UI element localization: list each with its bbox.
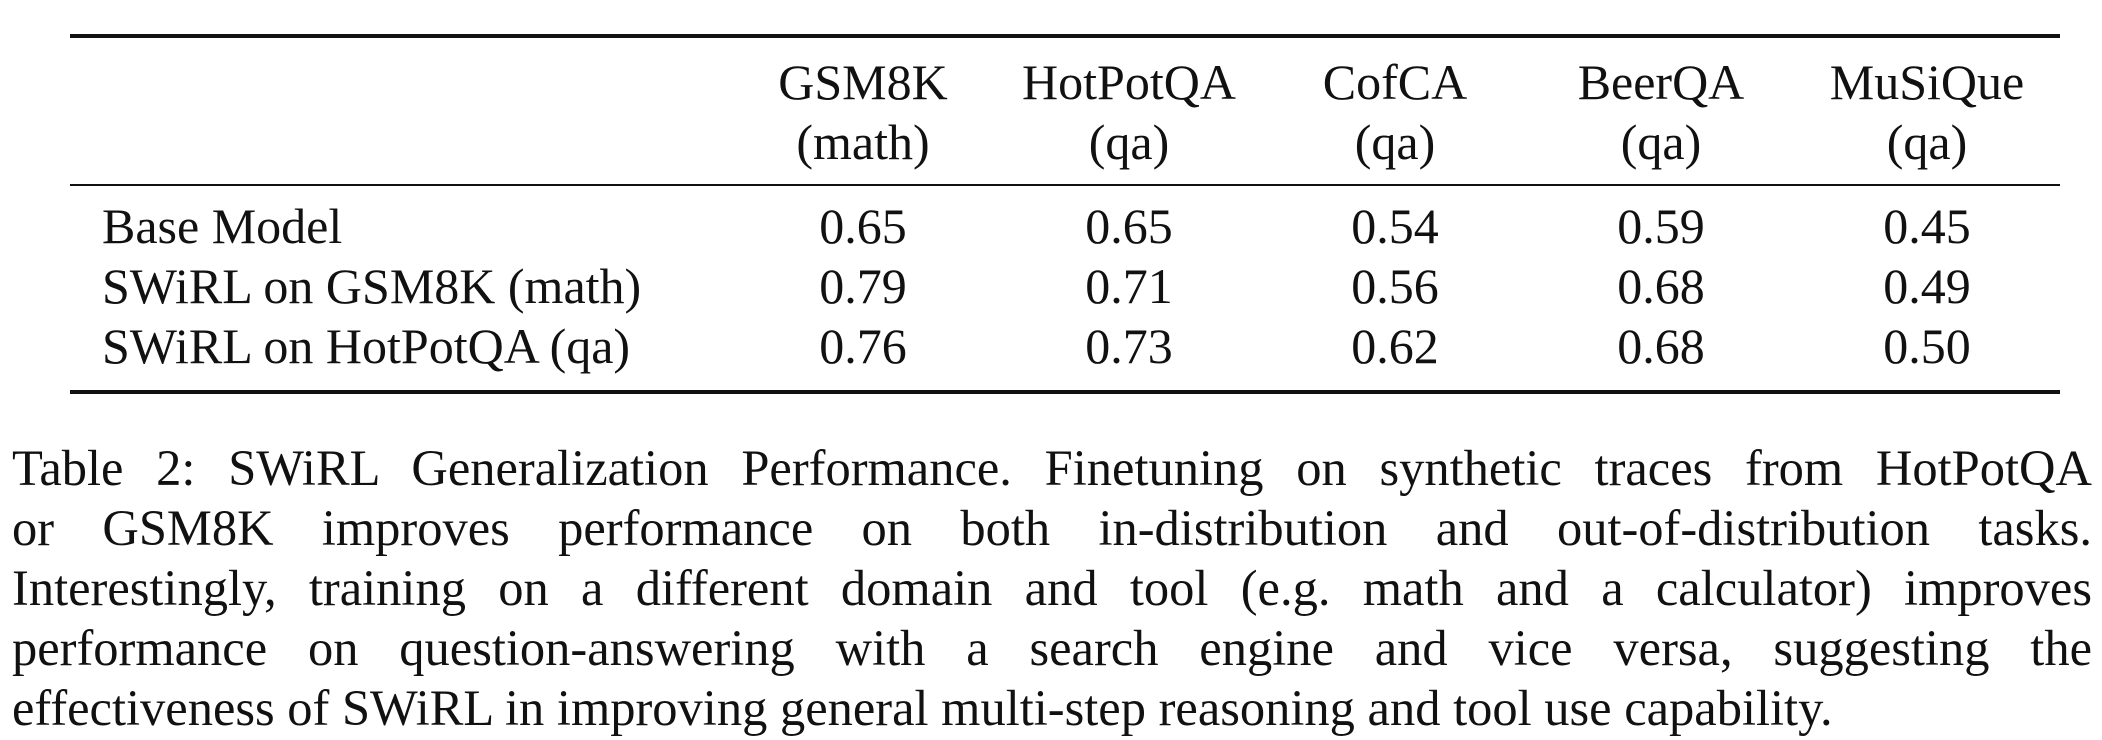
header-row: GSM8K (math) HotPotQA (qa) CofCA (qa) Be… (70, 36, 2060, 185)
column-header-gsm8k: GSM8K (math) (730, 36, 996, 185)
column-name: HotPotQA (1022, 54, 1236, 110)
caption-line: performance on question-answering with a… (12, 620, 2092, 676)
table-cell: 0.65 (819, 198, 907, 254)
column-name: GSM8K (778, 54, 948, 110)
table-cell: 0.71 (1085, 258, 1173, 314)
column-header-musique: MuSiQue (qa) (1794, 36, 2060, 185)
column-type: (math) (796, 114, 930, 170)
column-name: MuSiQue (1829, 54, 2025, 110)
row-label: SWiRL on GSM8K (math) (102, 258, 642, 314)
table-cell: 0.73 (1085, 318, 1173, 374)
table-cell: 0.68 (1617, 318, 1705, 374)
table-row: Base Model 0.65 0.65 0.54 0.59 0.45 (70, 185, 2060, 256)
table-cell: 0.49 (1883, 258, 1971, 314)
column-name: BeerQA (1577, 54, 1745, 110)
table-cell: 0.56 (1351, 258, 1439, 314)
results-table-container: GSM8K (math) HotPotQA (qa) CofCA (qa) Be… (70, 34, 2060, 394)
table-cell: 0.79 (819, 258, 907, 314)
table-cell: 0.54 (1351, 198, 1439, 254)
table-cell: 0.50 (1883, 318, 1971, 374)
column-type: (qa) (1886, 114, 1968, 170)
column-type: (qa) (1354, 114, 1436, 170)
column-type: (qa) (1088, 114, 1170, 170)
table-cell: 0.68 (1617, 258, 1705, 314)
column-type: (qa) (1620, 114, 1702, 170)
table-row: SWiRL on HotPotQA (qa) 0.76 0.73 0.62 0.… (70, 316, 2060, 392)
table-cell: 0.62 (1351, 318, 1439, 374)
caption-line: Table 2: SWiRL Generalization Performanc… (12, 440, 2092, 496)
column-name: CofCA (1322, 54, 1468, 110)
table-caption: Table 2: SWiRL Generalization Performanc… (12, 438, 2092, 738)
table-cell: 0.76 (819, 318, 907, 374)
caption-line: or GSM8K improves performance on both in… (12, 500, 2092, 556)
table-body: Base Model 0.65 0.65 0.54 0.59 0.45 SWiR… (70, 185, 2060, 392)
header-empty-cell (70, 36, 730, 185)
column-header-beerqa: BeerQA (qa) (1528, 36, 1794, 185)
table-row: SWiRL on GSM8K (math) 0.79 0.71 0.56 0.6… (70, 256, 2060, 316)
caption-line: effectiveness of SWiRL in improving gene… (12, 680, 1833, 736)
table-cell: 0.65 (1085, 198, 1173, 254)
column-header-hotpotqa: HotPotQA (qa) (996, 36, 1262, 185)
results-table: GSM8K (math) HotPotQA (qa) CofCA (qa) Be… (70, 34, 2060, 394)
table-header: GSM8K (math) HotPotQA (qa) CofCA (qa) Be… (70, 36, 2060, 185)
table-cell: 0.45 (1883, 198, 1971, 254)
column-header-cofca: CofCA (qa) (1262, 36, 1528, 185)
table-cell: 0.59 (1617, 198, 1705, 254)
caption-line: Interestingly, training on a different d… (12, 560, 2092, 616)
row-label: SWiRL on HotPotQA (qa) (102, 318, 631, 374)
row-label: Base Model (102, 198, 343, 254)
